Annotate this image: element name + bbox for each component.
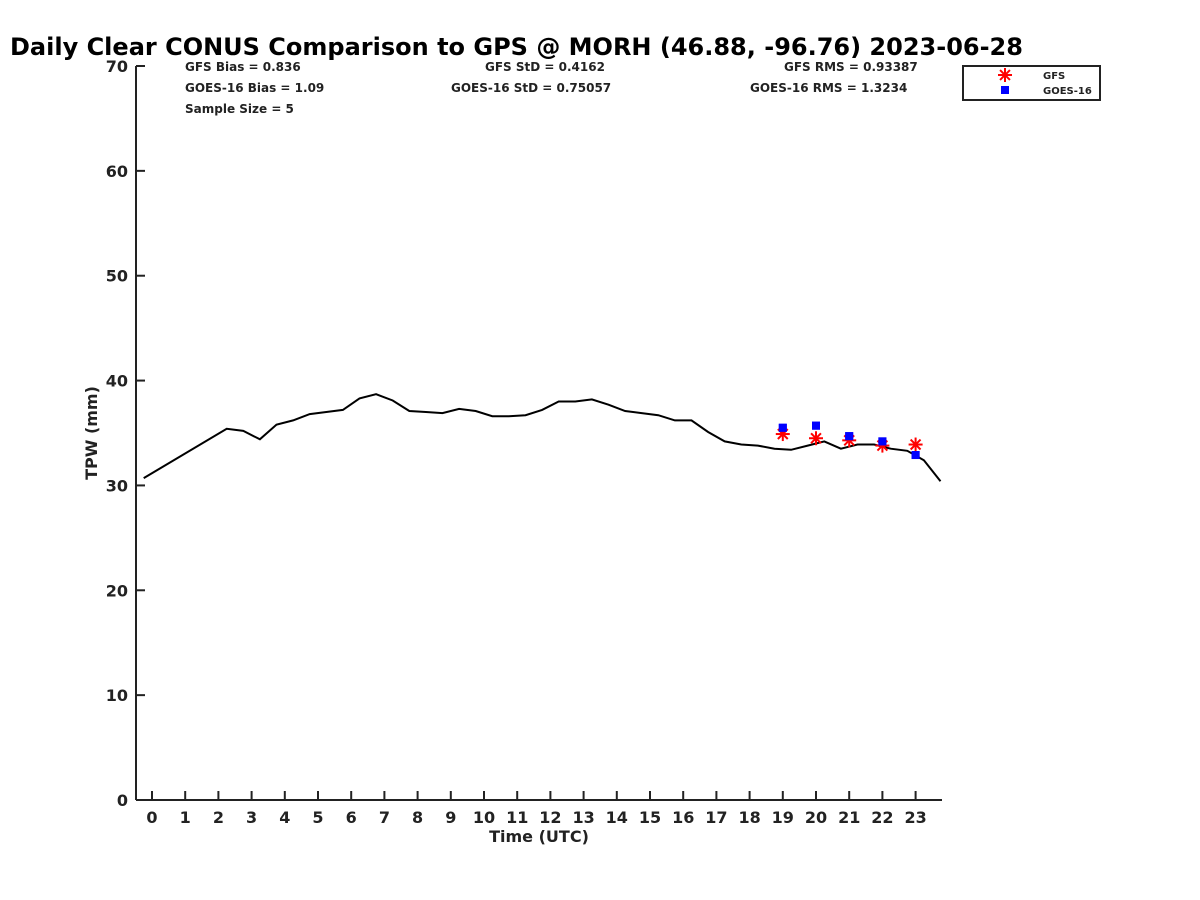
x-tick-label: 22 [871, 808, 893, 827]
y-ticks: 0 10 20 30 40 50 60 70 [106, 57, 145, 810]
x-tick-label: 11 [506, 808, 528, 827]
gfs-point [908, 437, 923, 452]
y-tick-label: 20 [106, 581, 128, 600]
goes16-point [778, 423, 787, 432]
x-tick-label: 0 [146, 808, 157, 827]
legend-gfs-asterisk [998, 68, 1012, 82]
legend-goes-marker [1001, 86, 1009, 94]
legend-gfs-label: GFS [1043, 71, 1065, 82]
x-tick-label: 19 [772, 808, 794, 827]
x-tick-label: 1 [180, 808, 191, 827]
x-tick-label: 8 [412, 808, 423, 827]
gfs-point-stroke [909, 438, 922, 451]
x-tick-label: 20 [805, 808, 827, 827]
gfs-point-stroke [810, 432, 822, 444]
y-tick-label: 70 [106, 57, 128, 76]
legend: GFS GOES-16 [962, 65, 1101, 101]
chart-title: Daily Clear CONUS Comparison to GPS @ MO… [10, 33, 1023, 61]
x-tick-label: 18 [738, 808, 760, 827]
gfs-bias-stat: GFS Bias = 0.836 [185, 60, 301, 74]
x-tick-label: 23 [904, 808, 926, 827]
legend-gfs-asterisk-stroke [999, 69, 1011, 81]
x-tick-label: 4 [279, 808, 290, 827]
y-axis-label: TPW (mm) [82, 386, 101, 480]
x-tick-label: 12 [539, 808, 561, 827]
sample-size-stat: Sample Size = 5 [185, 102, 294, 116]
x-ticks: 0 1 2 3 4 5 6 7 8 9 10 11 12 13 14 15 16 17 18 19 20 21 22 23 [146, 791, 927, 827]
gps-tpw-line [143, 393, 942, 482]
x-tick-label: 5 [312, 808, 323, 827]
y-tick-label: 40 [106, 372, 128, 391]
x-tick-label: 16 [672, 808, 694, 827]
y-tick-label: 10 [106, 686, 128, 705]
y-tick-label: 30 [106, 476, 128, 495]
x-axis-label: Time (UTC) [489, 827, 589, 846]
x-tick-label: 15 [639, 808, 661, 827]
x-tick-label: 2 [213, 808, 224, 827]
goes16-point [812, 421, 820, 430]
goes-std-stat: GOES-16 StD = 0.75057 [451, 81, 611, 95]
x-tick-label: 14 [606, 808, 628, 827]
legend-goes-label: GOES-16 [1043, 86, 1092, 97]
x-tick-label: 7 [379, 808, 390, 827]
goes-bias-stat: GOES-16 Bias = 1.09 [185, 81, 324, 95]
y-tick-label: 50 [106, 267, 128, 286]
x-tick-label: 6 [346, 808, 357, 827]
series-layer [143, 393, 942, 482]
x-tick-label: 13 [572, 808, 594, 827]
goes16-point [845, 432, 854, 441]
gfs-rms-stat: GFS RMS = 0.93387 [784, 60, 918, 74]
axes [135, 66, 942, 801]
goes16-point [878, 437, 887, 446]
y-tick-label: 60 [106, 162, 128, 181]
x-tick-label: 9 [445, 808, 456, 827]
x-tick-label: 10 [473, 808, 495, 827]
x-tick-label: 3 [246, 808, 257, 827]
gfs-point [809, 431, 823, 446]
x-tick-label: 21 [838, 808, 860, 827]
goes16-point [911, 451, 920, 460]
legend-gfs-marker [998, 68, 1012, 82]
legend-box [962, 65, 1101, 101]
y-tick-label: 0 [117, 791, 128, 810]
gfs-std-stat: GFS StD = 0.4162 [485, 60, 605, 74]
goes-rms-stat: GOES-16 RMS = 1.3234 [750, 81, 907, 95]
x-tick-label: 17 [705, 808, 727, 827]
